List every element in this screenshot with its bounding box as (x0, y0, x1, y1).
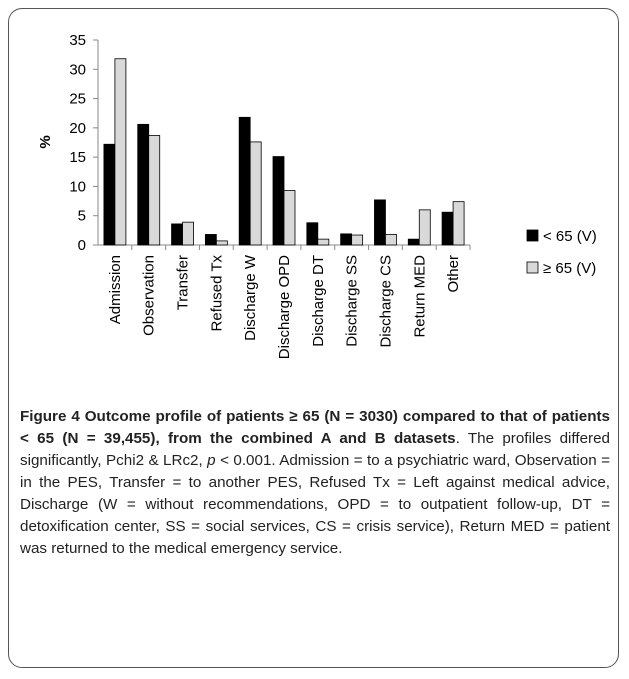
bar (238, 116, 251, 246)
y-tick-label: 25 (69, 91, 86, 108)
legend-swatch (526, 261, 539, 274)
bar (374, 199, 386, 246)
chart: % 0 5 10 15 20 25 30 35 Admission Observation Tran… (37, 32, 597, 359)
x-tick-label: Return MED (411, 255, 428, 338)
bar (215, 240, 228, 246)
y-tick-label: 10 (69, 178, 86, 195)
caption-text: < 0.001. Admission = to a psychiatric wa… (20, 452, 610, 557)
x-tick-label: Other (445, 255, 462, 293)
y-tick-label: 35 (69, 32, 86, 49)
x-tick-label: Discharge W (242, 254, 259, 341)
caption-bold: Figure 4 Outcome profile of patients ≥ 6… (20, 408, 610, 447)
bar (351, 234, 364, 246)
y-tick-label: 15 (69, 149, 86, 166)
y-tick-label: 30 (69, 61, 86, 78)
bar (317, 238, 330, 246)
bar (148, 135, 161, 246)
legend-label: < 65 (V) (543, 228, 597, 245)
bar (418, 209, 431, 246)
figure-frame (8, 8, 619, 668)
caption: Figure 4 Outcome profile of patients ≥ 6… (20, 406, 610, 560)
x-tick-label: Discharge SS (344, 255, 361, 347)
x-tick-label: Refused Tx (208, 255, 225, 332)
x-tick-label: Admission (107, 255, 124, 324)
legend-label: ≥ 65 (V) (543, 260, 596, 277)
bar (283, 190, 296, 246)
bar (103, 143, 116, 246)
bar (171, 223, 183, 246)
caption-italic: p (207, 452, 216, 469)
bar (441, 211, 454, 246)
x-tick-label: Discharge DT (310, 255, 327, 347)
x-tick-label: Discharge CS (377, 255, 394, 348)
bar (306, 222, 319, 246)
y-tick-label: 20 (69, 120, 86, 137)
y-tick-label: 5 (78, 208, 86, 225)
y-axis-label: % (37, 135, 54, 148)
bar (340, 233, 353, 246)
x-tick-label: Observation (141, 255, 158, 336)
bar (182, 221, 194, 246)
bar (137, 123, 150, 246)
bar (204, 234, 217, 246)
bar (407, 238, 420, 246)
legend-swatch (526, 229, 539, 242)
caption-text: . The profiles differed significantly, P… (20, 430, 610, 469)
x-tick-label: Discharge OPD (276, 255, 293, 359)
bar (452, 201, 465, 246)
bar (385, 234, 397, 246)
x-tick-label: Transfer (175, 255, 192, 310)
bar (249, 141, 262, 246)
y-tick-label: 0 (78, 237, 86, 254)
bar (272, 156, 285, 246)
bar (114, 58, 127, 246)
